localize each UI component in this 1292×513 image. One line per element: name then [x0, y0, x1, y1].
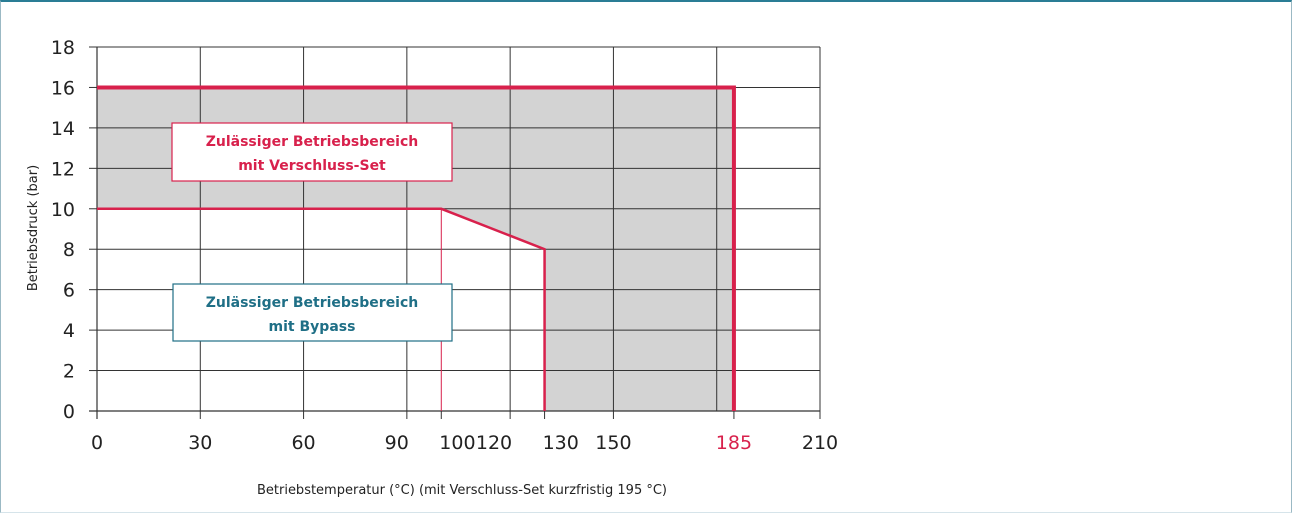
x-tick-label-30: 30 [188, 432, 212, 454]
label-verschluss-set-line1: Zulässiger Betriebsbereich [206, 134, 419, 150]
label-box-verschluss-set: Zulässiger Betriebsbereich mit Verschlus… [171, 122, 453, 182]
label-bypass-line2: mit Bypass [269, 319, 356, 335]
x-tick-label-150: 150 [595, 432, 631, 454]
label-verschluss-set-line2: mit Verschluss-Set [238, 158, 386, 174]
y-tick-label-18: 18 [51, 37, 75, 59]
x-tick-label-90: 90 [385, 432, 409, 454]
y-axis-title: Betriebsdruck (bar) [26, 165, 41, 291]
x-tick-label-60: 60 [291, 432, 315, 454]
y-tick-label-6: 6 [63, 280, 75, 302]
y-tick-label-2: 2 [63, 361, 75, 383]
y-tick-label-14: 14 [51, 118, 75, 140]
y-tick-label-4: 4 [63, 320, 75, 342]
x-tick-label-210: 210 [802, 432, 838, 454]
boundary-line-verschluss-set [97, 85, 736, 411]
x-tick-label-100: 100 [439, 432, 475, 454]
x-tick-label-120: 120 [476, 432, 512, 454]
y-tick-label-10: 10 [51, 199, 75, 221]
label-box-verschluss-set-frame [171, 122, 453, 182]
x-tick-label-130: 130 [543, 432, 579, 454]
label-box-bypass-frame [172, 283, 453, 342]
y-tick-label-16: 16 [51, 77, 75, 99]
label-box-bypass: Zulässiger Betriebsbereich mit Bypass [172, 283, 453, 342]
boundary-line-bypass [97, 207, 546, 411]
y-tick-label-12: 12 [51, 158, 75, 180]
y-tick-label-0: 0 [63, 401, 75, 423]
label-bypass-line1: Zulässiger Betriebsbereich [206, 295, 419, 311]
x-axis-title: Betriebstemperatur (°C) (mit Verschluss-… [257, 483, 667, 498]
axes-layer [89, 46, 821, 419]
tick-labels-layer: 0 2 4 6 8 10 12 14 16 18 0 30 60 90 100 120 130 150 185 210 [51, 37, 838, 454]
x-tick-label-185: 185 [716, 432, 752, 454]
x-tick-label-0: 0 [91, 432, 103, 454]
y-tick-label-8: 8 [63, 239, 75, 261]
